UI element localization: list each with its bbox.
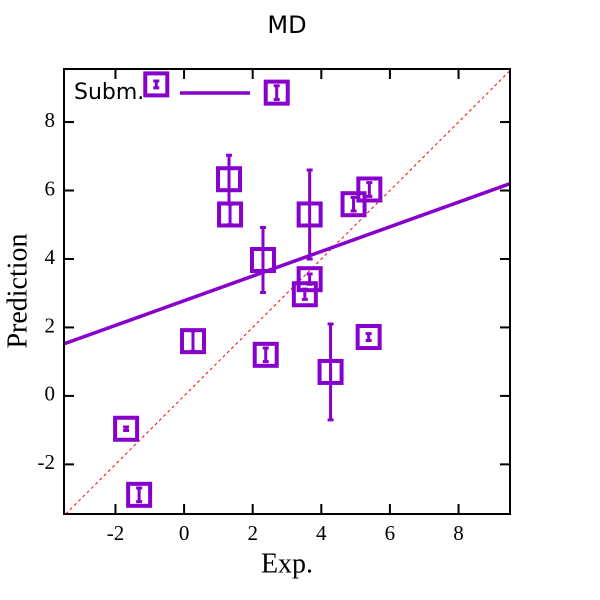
error-bar [226,153,233,205]
error-bar [273,84,280,101]
y-tick-label: 4 [45,245,56,269]
marker [296,201,323,228]
marker [217,201,244,228]
error-bar [301,287,308,301]
y-tick-label: -2 [38,450,56,474]
marker [317,358,344,385]
marker [252,341,279,368]
legend-label: Subm. [74,80,144,105]
marker [296,266,323,293]
marker [263,79,290,106]
fit-line [64,182,510,346]
marker [355,324,382,351]
marker [291,281,318,308]
marker [179,328,206,355]
marker [249,247,276,274]
x-tick-label: -2 [107,521,125,545]
error-bar [153,79,160,90]
chart-title: MD [267,11,306,39]
marker [356,176,383,203]
error-bar [365,332,372,342]
y-tick-label: 0 [45,382,56,406]
marker [216,166,243,193]
marker [126,481,153,508]
error-bar [259,225,266,295]
error-bar [306,168,313,261]
identity-line [65,70,510,514]
error-bar [350,195,357,213]
plot-frame [63,68,511,515]
error-bar [227,202,234,227]
y-tick-label: 8 [45,108,56,132]
marker [340,191,367,218]
x-tick-label: 8 [453,521,464,545]
y-tick-label: 6 [45,176,56,200]
x-tick-label: 0 [179,521,190,545]
x-tick-label: 4 [316,521,327,545]
marker [143,71,170,98]
y-axis-label: Prediction [2,233,33,348]
error-bar [327,322,334,422]
error-bar [262,346,269,364]
error-bar [189,329,196,353]
x-tick-label: 6 [385,521,396,545]
marker [113,415,140,442]
error-bar [136,486,143,504]
x-tick-label: 2 [247,521,258,545]
error-bar [123,425,130,432]
y-tick-label: 2 [45,313,56,337]
x-axis-label: Exp. [261,548,313,579]
error-bar [366,181,373,198]
